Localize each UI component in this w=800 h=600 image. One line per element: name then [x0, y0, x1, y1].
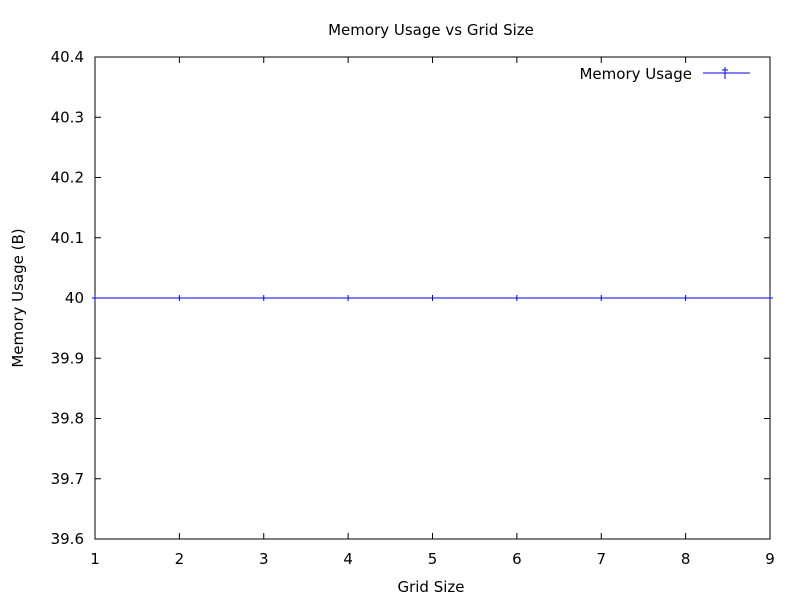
x-tick-label: 1 — [90, 550, 100, 568]
legend-marker — [722, 67, 728, 79]
x-tick-label: 4 — [343, 550, 353, 568]
y-axis-label: Memory Usage (B) — [9, 228, 27, 367]
x-axis-ticks: 1 2 3 4 5 6 7 8 9 — [90, 57, 775, 568]
data-point-marker — [260, 295, 267, 301]
y-tick-label: 39.7 — [51, 470, 84, 488]
y-tick-label: 40 — [65, 289, 84, 307]
x-tick-label: 9 — [765, 550, 775, 568]
data-point-marker — [429, 295, 436, 301]
y-tick-label: 39.6 — [51, 530, 84, 548]
y-tick-label: 40.3 — [51, 108, 84, 126]
x-tick-label: 3 — [259, 550, 269, 568]
y-tick-label: 40.4 — [51, 48, 84, 66]
y-tick-label: 40.2 — [51, 169, 84, 187]
series-layer — [92, 295, 773, 301]
data-point-marker — [682, 295, 689, 301]
legend-label: Memory Usage — [579, 65, 692, 83]
y-tick-label: 39.9 — [51, 349, 84, 367]
y-axis-ticks: 39.6 39.7 39.8 39.9 40 40.1 40.2 40.3 40.4 — [51, 48, 770, 548]
x-tick-label: 7 — [596, 550, 606, 568]
x-axis-label: Grid Size — [397, 578, 464, 596]
data-point-marker — [92, 295, 98, 301]
data-point-marker — [598, 295, 605, 301]
x-tick-label: 8 — [681, 550, 691, 568]
legend: Memory Usage — [579, 65, 750, 83]
x-tick-label: 2 — [175, 550, 185, 568]
data-point-marker — [345, 295, 352, 301]
chart-title: Memory Usage vs Grid Size — [328, 21, 534, 39]
x-tick-label: 6 — [512, 550, 522, 568]
y-tick-label: 39.8 — [51, 410, 84, 428]
data-point-marker — [767, 295, 773, 301]
data-point-marker — [176, 295, 183, 301]
y-tick-label: 40.1 — [51, 229, 84, 247]
x-tick-label: 5 — [428, 550, 438, 568]
data-point-marker — [513, 295, 520, 301]
